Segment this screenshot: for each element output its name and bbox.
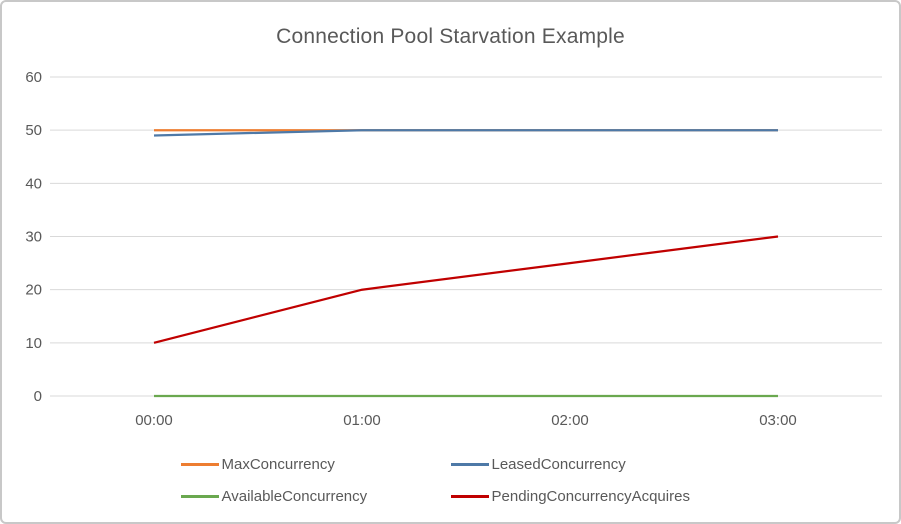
legend-item-maxconcurrency: MaxConcurrency: [180, 456, 451, 473]
legend-swatch: [450, 495, 489, 498]
chart-legend: MaxConcurrency LeasedConcurrency Availab…: [2, 456, 899, 505]
legend-label: MaxConcurrency: [221, 456, 335, 473]
y-axis-tick-label: 20: [25, 282, 42, 299]
legend-row: AvailableConcurrency PendingConcurrencyA…: [180, 488, 721, 505]
legend-item-availableconcurrency: AvailableConcurrency: [180, 488, 451, 505]
y-axis-tick-label: 0: [34, 388, 42, 405]
legend-item-leasedconcurrency: LeasedConcurrency: [450, 456, 721, 473]
legend-label: PendingConcurrencyAcquires: [491, 488, 690, 505]
x-axis-tick-label: 02:00: [551, 412, 589, 429]
chart-title: Connection Pool Starvation Example: [276, 25, 625, 48]
legend-row: MaxConcurrency LeasedConcurrency: [180, 456, 721, 473]
y-axis-tick-label: 50: [25, 122, 42, 139]
x-axis-tick-label: 01:00: [343, 412, 381, 429]
y-axis-tick-label: 10: [25, 335, 42, 352]
series-line-leasedconcurrency: [153, 129, 778, 137]
legend-item-pendingconcurrencyacquires: PendingConcurrencyAcquires: [450, 488, 721, 505]
legend-label: AvailableConcurrency: [221, 488, 368, 505]
legend-swatch: [180, 495, 219, 498]
x-axis-tick-label: 03:00: [759, 412, 797, 429]
y-axis-tick-label: 40: [25, 175, 42, 192]
x-axis-tick-label: 00:00: [135, 412, 173, 429]
series-line-pendingconcurrencyacquires: [153, 235, 779, 344]
legend-label: LeasedConcurrency: [491, 456, 626, 473]
legend-swatch: [450, 463, 489, 466]
y-axis-tick-label: 60: [25, 69, 42, 86]
legend-swatch: [180, 463, 219, 466]
y-axis-tick-label: 30: [25, 229, 42, 246]
